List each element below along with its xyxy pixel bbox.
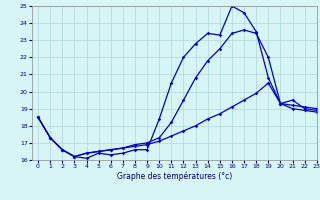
X-axis label: Graphe des températures (°c): Graphe des températures (°c) <box>117 172 232 181</box>
